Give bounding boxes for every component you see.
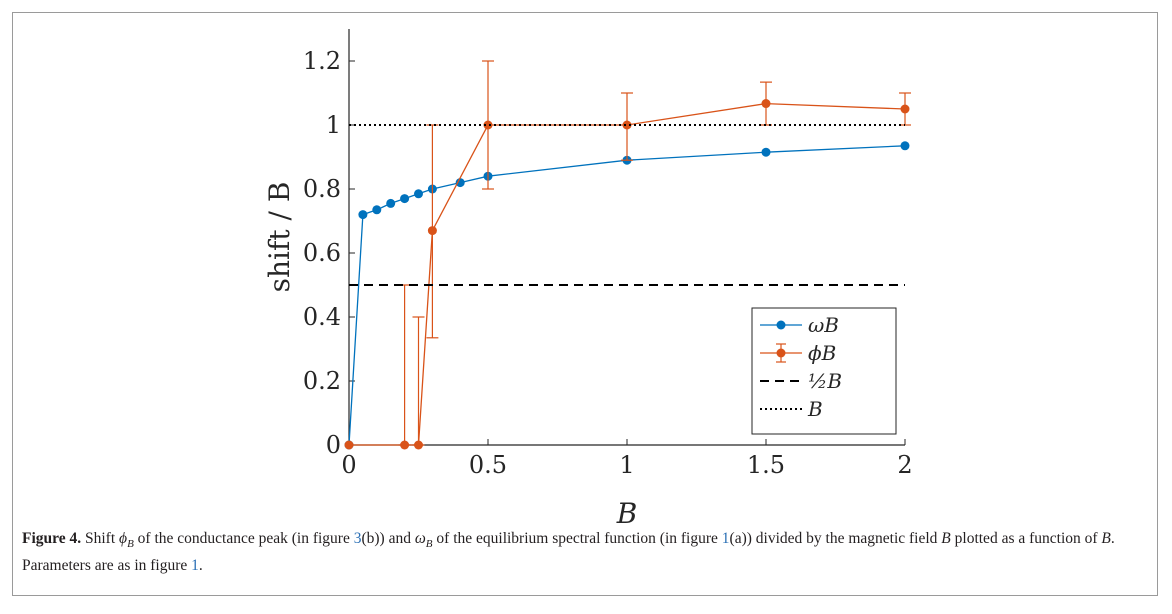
caption-text: of the conductance peak (in figure	[133, 530, 354, 547]
caption-symbol: B	[1101, 530, 1111, 547]
caption-text: (b)) and	[361, 530, 415, 547]
x-axis-label: B	[616, 497, 638, 530]
data-point	[483, 120, 493, 130]
legend-label: ωB	[808, 313, 839, 337]
caption-text: (a)) divided by the magnetic field	[729, 530, 942, 547]
caption-text: plotted as a function of	[950, 530, 1102, 547]
y-tick-label: 0	[326, 431, 341, 459]
data-point	[622, 120, 632, 130]
caption-text: of the equilibrium spectral function (in…	[432, 530, 722, 547]
caption-subscript: B	[127, 538, 134, 551]
y-axis-label: shift / B	[263, 182, 296, 293]
y-tick-label: 0.2	[303, 367, 341, 395]
data-point	[372, 205, 382, 215]
caption-symbol: ϕ	[119, 530, 128, 547]
y-tick-label: 0.8	[303, 175, 341, 203]
y-tick-label: 1	[326, 111, 341, 139]
legend-box	[751, 307, 897, 435]
x-tick-label: 1	[619, 451, 634, 479]
caption-text: .	[198, 557, 203, 575]
caption-subscript: B	[425, 538, 433, 551]
data-point	[344, 440, 354, 450]
legend-label: B	[807, 397, 823, 421]
legend-label: ½B	[808, 369, 842, 393]
caption-text: Shift	[81, 530, 120, 547]
data-point	[900, 104, 910, 114]
data-point	[414, 440, 423, 450]
legend-label: ϕB	[808, 341, 836, 365]
data-point	[400, 194, 410, 204]
data-point	[414, 189, 423, 199]
x-tick-label: 2	[897, 451, 912, 479]
caption-figure-link[interactable]: 3	[353, 530, 362, 547]
x-tick-label: 1.5	[747, 451, 785, 479]
caption-figure-link[interactable]: 1	[721, 530, 730, 547]
y-tick-label: 0.4	[303, 303, 341, 331]
data-point	[761, 99, 771, 109]
data-point	[358, 210, 368, 220]
y-tick-label: 0.6	[303, 239, 341, 267]
x-tick-label: 0.5	[469, 451, 507, 479]
caption-symbol: ω	[414, 530, 426, 547]
data-point	[400, 440, 410, 450]
figure-caption: Figure 4. Shift ϕB of the conductance pe…	[22, 528, 1132, 577]
caption-text: . Parameters are as in figure	[22, 530, 1115, 575]
y-tick-label: 1.2	[303, 47, 341, 75]
x-tick-label: 0	[341, 451, 356, 479]
legend-marker	[776, 320, 786, 330]
data-point	[761, 147, 771, 157]
figure-frame	[12, 12, 1158, 596]
caption-figure-link[interactable]: 1	[191, 557, 199, 575]
data-point	[427, 226, 437, 236]
data-point	[900, 141, 910, 151]
caption-symbol: B	[941, 530, 951, 547]
data-point	[386, 198, 396, 208]
caption-figure-label: Figure 4.	[22, 530, 82, 547]
data-point	[455, 178, 465, 188]
